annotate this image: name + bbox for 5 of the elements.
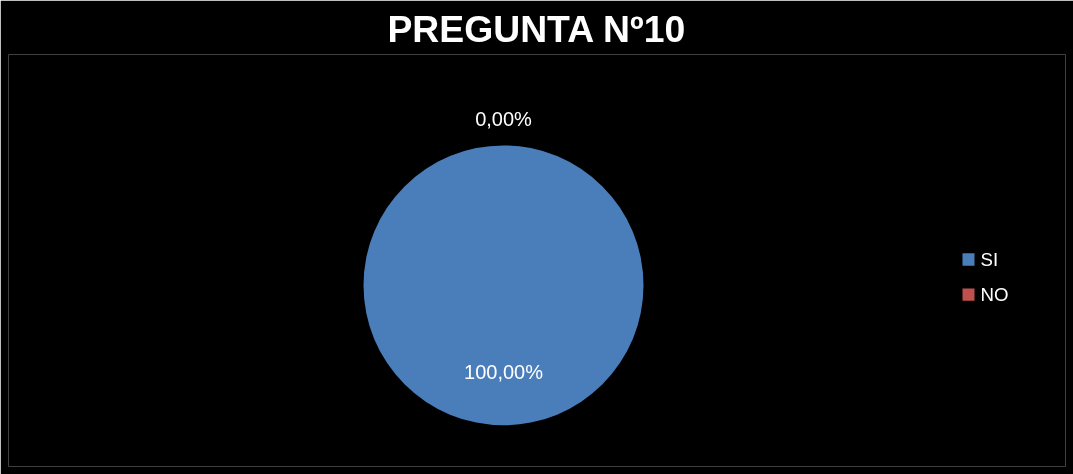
legend-label: NO [980,284,1009,306]
legend-label: SI [980,248,999,270]
data-label: 100,00% [464,361,544,384]
text: 0,00% [475,107,532,130]
chart-title: PREGUNTA Nº10 [387,7,686,50]
